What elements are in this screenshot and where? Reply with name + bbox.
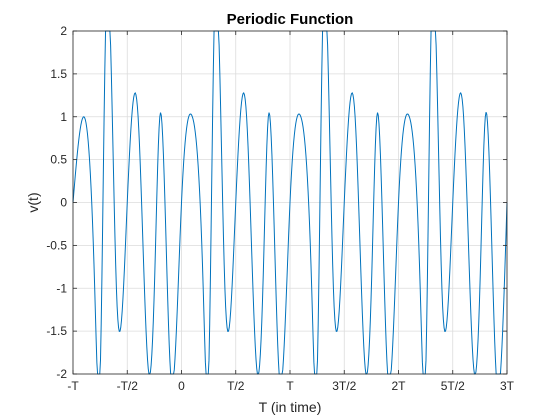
y-tick-label: 1 — [60, 110, 67, 124]
chart-title: Periodic Function — [227, 11, 354, 28]
y-tick-label: -2 — [56, 367, 67, 381]
y-tick-label: 0.5 — [50, 153, 67, 167]
x-tick-label: 3T/2 — [332, 379, 356, 393]
x-tick-label: 5T/2 — [441, 379, 465, 393]
y-tick-label: -0.5 — [46, 238, 67, 252]
y-tick-label: 1.5 — [50, 67, 67, 81]
x-axis-label: T (in time) — [259, 399, 322, 415]
x-tick-label: T — [286, 379, 294, 393]
y-tick-labels: -2 -1.5 -1 -0.5 0 0.5 1 1.5 2 — [46, 24, 67, 381]
x-tick-label: -T/2 — [117, 379, 139, 393]
y-tick-label: 0 — [60, 196, 67, 210]
x-tick-label: 3T — [500, 379, 515, 393]
y-tick-label: 2 — [60, 24, 67, 38]
x-tick-label: 0 — [178, 379, 185, 393]
x-tick-labels: -T -T/2 0 T/2 T 3T/2 2T 5T/2 3T — [67, 379, 514, 393]
x-tick-label: T/2 — [227, 379, 245, 393]
tick-marks — [72, 30, 508, 375]
x-tick-label: 2T — [391, 379, 406, 393]
x-tick-label: -T — [67, 379, 79, 393]
y-tick-label: -1.5 — [46, 324, 67, 338]
y-axis-label: v(t) — [25, 192, 41, 212]
y-tick-label: -1 — [56, 281, 67, 295]
